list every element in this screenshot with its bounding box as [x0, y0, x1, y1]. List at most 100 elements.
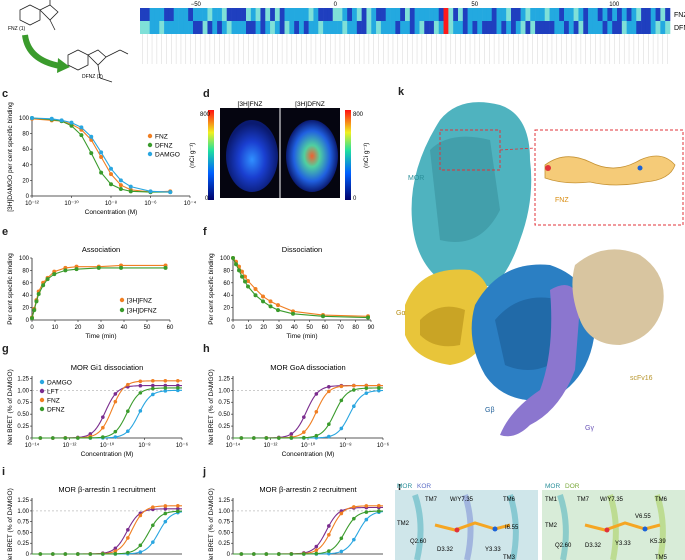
y-tick-label: 60: [22, 281, 29, 287]
heatmap-cell: [665, 8, 671, 21]
chart-f: 0 20 40 60 80 100 0 10 20 30 40 50 60 70 80 90 Dissociat…: [208, 245, 375, 340]
x-tick-label: 10⁻¹⁴: [226, 442, 241, 449]
data-point: [113, 549, 118, 553]
heatmap-cell: [347, 8, 353, 21]
series-line: [233, 384, 384, 439]
data-point: [252, 552, 256, 556]
data-point: [89, 151, 94, 156]
x-tick-label: 10⁻¹⁴: [25, 442, 40, 449]
heatmap-cell: [241, 21, 247, 34]
data-point: [234, 262, 238, 267]
heatmap-cell: [207, 8, 213, 21]
heatmap-cell: [193, 21, 199, 34]
legend-marker: [39, 406, 45, 412]
heatmap-cell: [154, 8, 160, 21]
heatmap-cell: [641, 8, 647, 21]
heatmap-cell: [477, 8, 483, 21]
series-dfnz: [233, 509, 384, 556]
heatmap-cell: [568, 21, 574, 34]
scale-max-left: 800: [200, 112, 211, 118]
y-tick-label: 0: [26, 194, 30, 200]
y-tick-label: 40: [22, 293, 29, 299]
data-point: [163, 265, 168, 270]
panel-k: MOR Gα Gβ Gγ scFv16 FNZ: [396, 90, 685, 480]
heatmap-cell: [520, 8, 526, 21]
heatmap-cell: [159, 21, 165, 34]
data-point: [63, 268, 68, 273]
data-point: [89, 134, 94, 139]
data-point: [138, 379, 143, 384]
heatmap-cell: [655, 21, 661, 34]
data-point: [126, 382, 130, 387]
heatmap-cell: [607, 8, 613, 21]
data-point: [261, 299, 265, 304]
data-point: [239, 436, 244, 440]
heatmap-cell: [188, 21, 194, 34]
data-point: [163, 383, 168, 388]
data-point: [88, 436, 93, 440]
data-point: [113, 392, 118, 396]
series-line: [232, 384, 384, 439]
data-point: [339, 398, 344, 403]
data-point: [352, 537, 356, 542]
data-point: [59, 118, 64, 123]
legend-marker: [39, 397, 45, 403]
y-tick-label: 80: [22, 132, 29, 138]
heatmap-cell: [140, 21, 146, 34]
heatmap-cell: [578, 8, 584, 21]
series-line: [232, 257, 369, 317]
series-line: [233, 510, 384, 555]
y-tick-label: 0: [26, 436, 30, 442]
heatmap-cell: [188, 8, 194, 21]
heatmap-cell: [347, 21, 353, 34]
chart-e: 0 20 40 60 80 100 0 10 20 30 40 50 60 Association Time…: [7, 245, 174, 340]
y-tick-label: 0.25: [17, 424, 29, 430]
x-tick-label: 30: [98, 325, 105, 331]
y-axis-label: Net BRET (% of DAMGO): [7, 488, 14, 560]
data-point: [377, 509, 381, 513]
heatmap-cell: [462, 8, 468, 21]
data-point: [314, 544, 319, 549]
y-tick-label: 100: [19, 116, 30, 122]
heatmap-cell: [221, 21, 228, 34]
series-line: [233, 506, 384, 555]
x-tick-label: 40: [121, 325, 128, 331]
heatmap-cell: [385, 21, 391, 34]
data-point: [79, 125, 84, 130]
x-tick-label: 10⁻⁶: [176, 442, 189, 449]
panel-d: 800 0 800 0 (nCi g⁻¹) (nCi g⁻¹) [3H]FNZ …: [189, 88, 393, 206]
heatmap-cell: [202, 8, 208, 21]
data-point: [99, 155, 104, 159]
legend-label: DAMGO: [47, 379, 72, 386]
data-point: [99, 170, 104, 175]
chart-title: MOR Gi1 dissociation: [71, 363, 144, 372]
heatmap-cell: [472, 8, 478, 21]
heatmap-cell: [327, 21, 334, 34]
data-point: [176, 378, 180, 383]
data-point: [51, 436, 55, 440]
data-point: [377, 386, 381, 390]
heatmap-cell: [520, 21, 526, 34]
heatmap-cell: [395, 21, 401, 34]
y-tick-label: 0: [227, 552, 231, 558]
y-tick-label: 100: [19, 256, 30, 262]
data-point: [277, 436, 281, 440]
residue-label: TM2: [545, 523, 558, 529]
data-point: [261, 294, 265, 299]
heatmap-cell: [453, 21, 459, 34]
data-point: [327, 524, 331, 528]
heatmap-cell: [217, 21, 223, 34]
data-point: [314, 433, 319, 438]
heatmap-cell: [433, 8, 440, 21]
heatmap-cell: [217, 8, 223, 21]
heatmap-cell: [515, 8, 521, 21]
y-axis-label: Net BRET (% of DAMGO): [7, 369, 14, 445]
heatmap-cell: [284, 21, 290, 34]
y-axis-label: Per cent specific binding: [7, 253, 14, 325]
data-point: [151, 392, 155, 397]
y-tick-label: 40: [22, 163, 29, 169]
y-tick-label: 0: [26, 318, 30, 324]
heatmap-cell: [592, 21, 599, 34]
heatmap-cell: [424, 8, 430, 21]
heatmap-cell: [472, 21, 478, 34]
